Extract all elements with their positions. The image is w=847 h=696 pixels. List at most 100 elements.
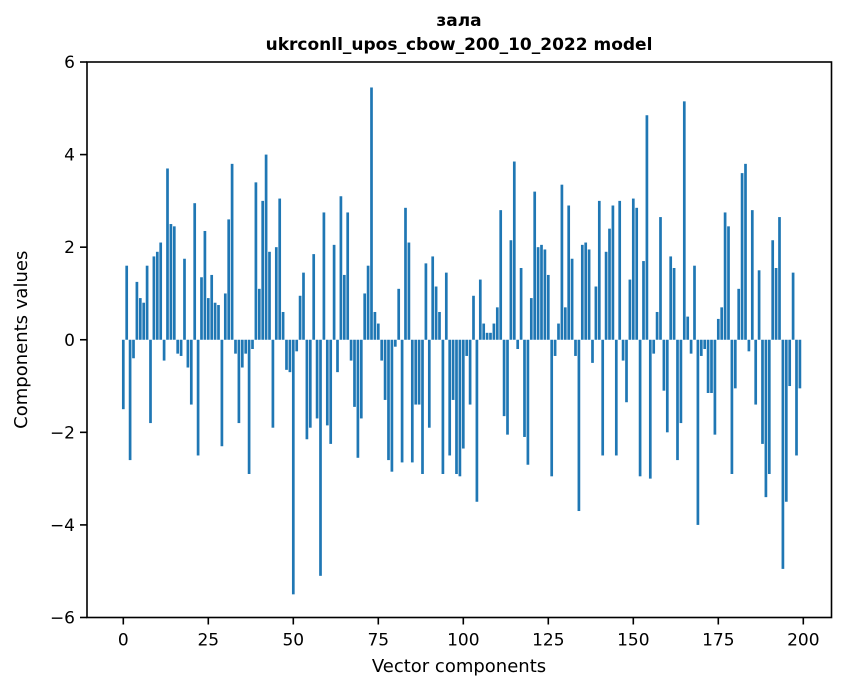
bar bbox=[574, 339, 577, 356]
bar bbox=[767, 339, 771, 474]
bar bbox=[349, 339, 353, 361]
bar bbox=[121, 339, 125, 410]
bar bbox=[261, 200, 265, 340]
bar bbox=[509, 240, 513, 340]
bar bbox=[336, 339, 339, 373]
bar bbox=[587, 249, 591, 340]
bar bbox=[577, 339, 581, 512]
bar bbox=[434, 286, 438, 340]
bar bbox=[791, 272, 795, 340]
bar bbox=[665, 339, 669, 433]
bar bbox=[458, 339, 462, 477]
bar bbox=[223, 293, 227, 340]
bar bbox=[533, 191, 537, 340]
bar bbox=[648, 339, 652, 479]
bar bbox=[699, 339, 703, 356]
bar bbox=[342, 274, 346, 340]
bar bbox=[322, 212, 326, 340]
y-tick-label: −2 bbox=[50, 423, 75, 443]
bar bbox=[183, 258, 186, 340]
bar bbox=[730, 339, 734, 474]
bar bbox=[676, 339, 679, 461]
bar bbox=[601, 339, 605, 456]
bar bbox=[302, 272, 305, 340]
bar bbox=[478, 279, 482, 340]
bar bbox=[540, 244, 543, 340]
bar bbox=[312, 254, 316, 340]
bar bbox=[169, 224, 173, 340]
bar bbox=[325, 339, 329, 426]
bar bbox=[557, 323, 560, 340]
bar bbox=[251, 339, 254, 350]
bar bbox=[237, 339, 241, 424]
bar bbox=[244, 339, 248, 354]
bar bbox=[387, 339, 390, 461]
chart-title-line1: зала bbox=[436, 11, 481, 31]
bar bbox=[125, 265, 129, 340]
bar bbox=[189, 339, 193, 405]
bar bbox=[774, 268, 778, 340]
bar bbox=[516, 339, 520, 350]
bar bbox=[166, 168, 169, 340]
bar bbox=[363, 293, 367, 340]
bar bbox=[410, 339, 414, 463]
bar bbox=[614, 339, 618, 456]
bar bbox=[230, 163, 234, 340]
bar bbox=[526, 339, 530, 465]
y-tick-label: 6 bbox=[64, 53, 75, 73]
bar bbox=[210, 274, 214, 340]
bar bbox=[560, 184, 564, 340]
bar bbox=[543, 249, 547, 340]
bar bbox=[200, 277, 203, 340]
bar bbox=[427, 339, 431, 428]
bar bbox=[672, 268, 676, 340]
bar bbox=[278, 198, 282, 340]
bar bbox=[740, 173, 744, 340]
bar bbox=[138, 298, 142, 340]
bar bbox=[659, 217, 662, 340]
x-tick-label: 125 bbox=[532, 631, 564, 651]
bar bbox=[149, 339, 152, 424]
bar bbox=[495, 307, 499, 340]
bar bbox=[706, 339, 710, 393]
x-axis-ticks: 0 25 50 75 100 125 150 175 200 bbox=[118, 617, 820, 651]
bar bbox=[771, 240, 775, 340]
bar bbox=[693, 265, 696, 340]
bar bbox=[421, 339, 424, 474]
bar bbox=[254, 182, 258, 340]
bar bbox=[682, 101, 686, 340]
bar bbox=[784, 339, 788, 502]
bar bbox=[145, 265, 149, 340]
bar bbox=[465, 339, 469, 356]
bar bbox=[135, 281, 139, 340]
bar bbox=[271, 339, 275, 428]
bar bbox=[380, 339, 384, 361]
bar bbox=[757, 270, 761, 340]
bar bbox=[441, 339, 445, 474]
bar bbox=[713, 339, 717, 435]
bar bbox=[461, 339, 465, 449]
x-tick-label: 150 bbox=[617, 631, 649, 651]
bar bbox=[499, 210, 503, 340]
bar bbox=[455, 339, 458, 474]
bar bbox=[356, 339, 360, 458]
x-axis-label: Vector components bbox=[372, 656, 546, 677]
bar bbox=[383, 339, 387, 400]
bar bbox=[186, 339, 190, 368]
bar bbox=[591, 339, 594, 363]
bar bbox=[778, 217, 781, 340]
bar bbox=[281, 311, 285, 340]
bar bbox=[502, 339, 506, 417]
bar bbox=[346, 212, 350, 340]
bar bbox=[536, 247, 540, 340]
bar bbox=[788, 339, 792, 387]
bar bbox=[308, 339, 312, 428]
bars-group bbox=[121, 87, 802, 595]
bar bbox=[584, 242, 588, 340]
bar bbox=[319, 339, 322, 576]
bar bbox=[635, 207, 639, 340]
bar bbox=[710, 339, 713, 393]
y-tick-label: −4 bbox=[50, 516, 75, 536]
bar bbox=[506, 339, 509, 435]
bar bbox=[645, 115, 649, 340]
